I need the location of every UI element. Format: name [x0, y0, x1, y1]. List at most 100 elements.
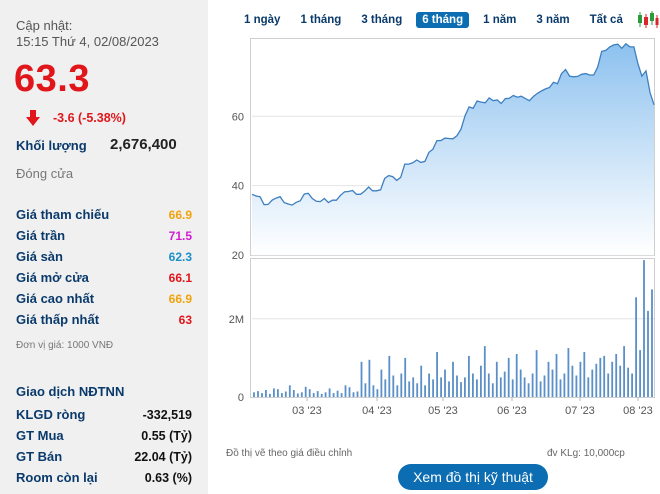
tab-3-months[interactable]: 3 tháng	[361, 14, 403, 26]
volume-bar	[627, 367, 629, 397]
technical-chart-button[interactable]: Xem đồ thị kỹ thuật	[398, 464, 548, 490]
price-area	[252, 43, 654, 255]
x-tick-label: 05 '23	[428, 405, 458, 417]
tab-1-month[interactable]: 1 tháng	[300, 14, 342, 26]
volume-unit-note: đv KLg: 10,000cp	[547, 448, 625, 459]
volume-bar	[336, 390, 339, 397]
tab-3-years[interactable]: 3 năm	[536, 14, 570, 26]
price-series	[251, 42, 655, 255]
volume-bar	[364, 383, 367, 397]
volume-bar	[432, 379, 434, 397]
volume-bar	[495, 361, 498, 397]
volume-bar	[308, 389, 311, 397]
volume-bar	[551, 369, 554, 397]
price-stats: Giá tham chiếu 66.9 Giá trần 71.5 Giá sà…	[16, 204, 192, 330]
tab-all[interactable]: Tất cả	[589, 14, 623, 26]
update-label: Cập nhật:	[16, 18, 73, 33]
volume-bar	[288, 385, 291, 397]
stat-label: Room còn lại	[16, 470, 98, 485]
volume-bar	[483, 346, 486, 397]
foreign-trading-title: Giao dịch NĐTNN	[16, 384, 125, 399]
stat-label: Giá sàn	[16, 249, 63, 264]
volume-bar	[304, 386, 307, 397]
tab-6-months[interactable]: 6 tháng	[416, 12, 470, 28]
volume-bar	[408, 381, 411, 397]
stat-value: 66.9	[168, 291, 192, 306]
stat-label: Giá tham chiếu	[16, 207, 110, 222]
current-price: 63.3	[14, 58, 90, 100]
stat-open: Giá mở cửa 66.1	[16, 267, 192, 288]
volume-bar	[360, 361, 363, 397]
volume-bar	[428, 373, 430, 397]
volume-axis: 2M 0	[229, 314, 244, 404]
volume-bar	[464, 377, 466, 397]
price-tick-label: 60	[232, 111, 244, 123]
foreign-sell-value: GT Bán 22.04 (Tỷ)	[16, 446, 192, 467]
volume-bar	[567, 348, 570, 397]
volume-bar	[575, 375, 578, 397]
volume-bar	[472, 373, 474, 397]
stat-value: 63	[178, 312, 192, 327]
stat-value: -332,519	[142, 407, 192, 422]
stat-value: 66.1	[168, 270, 192, 285]
volume-bar	[392, 375, 395, 397]
volume-bar	[579, 361, 582, 397]
candlestick-icon[interactable]	[637, 11, 659, 29]
volume-bar	[531, 373, 534, 397]
volume-bar	[328, 388, 331, 397]
tab-1-year[interactable]: 1 năm	[483, 14, 517, 26]
volume-bar	[499, 377, 502, 397]
volume-bar	[265, 390, 267, 397]
volume-bar	[543, 375, 546, 397]
volume-bar	[480, 365, 482, 397]
market-status: Đóng cửa	[16, 166, 74, 181]
volume-bar	[511, 379, 514, 397]
volume-bar	[563, 373, 566, 397]
volume-bar	[631, 373, 633, 397]
volume-bar	[527, 383, 530, 397]
volume-bar	[277, 389, 279, 397]
arrow-down-icon	[26, 110, 40, 126]
volume-bar	[468, 355, 470, 397]
chart-adjusted-note: Đồ thị vẽ theo giá điều chỉnh	[226, 448, 353, 459]
volume-bar	[404, 357, 407, 397]
volume-bar	[456, 375, 458, 397]
volume-bar	[324, 392, 327, 397]
volume-bar	[372, 385, 375, 397]
volume-bar	[507, 357, 510, 397]
volume-bar	[595, 363, 598, 398]
volume-bar	[491, 383, 494, 397]
foreign-room-left: Room còn lại 0.63 (%)	[16, 467, 192, 488]
volume-bar	[388, 355, 391, 397]
volume-bar	[356, 391, 359, 397]
volume-bar	[647, 310, 649, 397]
x-tick-label: 06 '23	[497, 405, 527, 417]
update-time: 15:15 Thứ 4, 02/08/2023	[16, 34, 159, 49]
volume-bar	[555, 354, 558, 397]
volume-bar	[344, 385, 347, 397]
volume-bar	[348, 387, 351, 397]
volume-bar	[623, 346, 625, 397]
volume-bar	[273, 388, 275, 397]
volume-bar	[320, 393, 323, 397]
stat-value: 62.3	[168, 249, 192, 264]
volume-tick-label: 0	[238, 392, 244, 404]
stock-info-panel: Cập nhật: 15:15 Thứ 4, 02/08/2023 63.3 -…	[0, 0, 208, 494]
foreign-buy-value: GT Mua 0.55 (Tỷ)	[16, 425, 192, 446]
volume-bar	[412, 377, 415, 397]
volume-bar	[352, 392, 355, 397]
volume-bar	[296, 393, 299, 397]
stat-label: Giá trần	[16, 228, 66, 243]
stat-reference: Giá tham chiếu 66.9	[16, 204, 192, 225]
volume-bar	[643, 260, 645, 397]
volume-bar	[312, 393, 315, 397]
volume-bar	[444, 369, 446, 397]
volume-bar	[559, 379, 562, 397]
foreign-trading-stats: KLGD ròng -332,519 GT Mua 0.55 (Tỷ) GT B…	[16, 404, 192, 488]
stat-label: Giá thấp nhất	[16, 312, 100, 327]
volume-bar	[539, 381, 542, 397]
volume-value: 2,676,400	[110, 136, 177, 153]
stat-value: 0.55 (Tỷ)	[141, 428, 192, 443]
price-unit-note: Đơn vị giá: 1000 VNĐ	[16, 340, 114, 351]
tab-1-day[interactable]: 1 ngày	[244, 14, 281, 26]
